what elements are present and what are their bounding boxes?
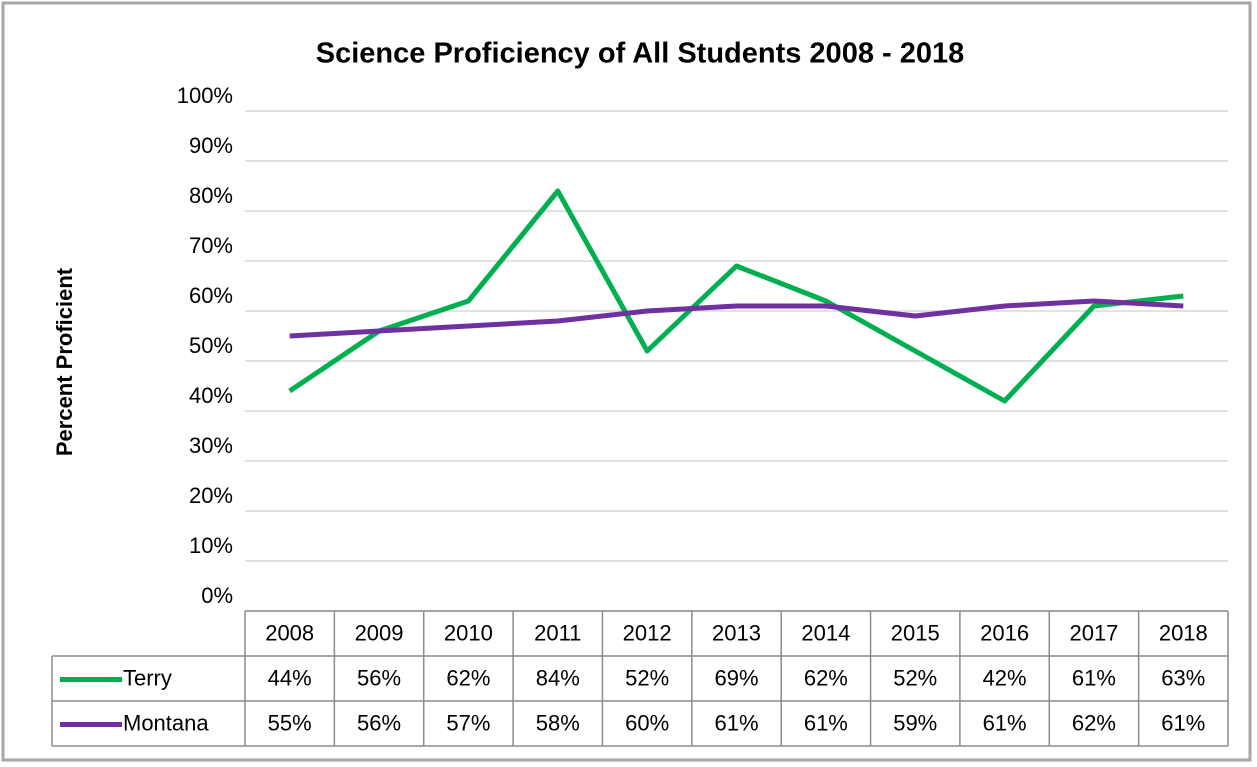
x-tick-label: 2018 <box>1159 620 1208 645</box>
y-tick-label: 60% <box>189 283 233 308</box>
legend-label: Terry <box>123 665 172 690</box>
y-tick-label: 10% <box>189 533 233 558</box>
x-tick-label: 2013 <box>712 620 761 645</box>
series-line <box>288 188 1184 404</box>
table-cell: 60% <box>625 710 669 735</box>
y-tick-label: 90% <box>189 133 233 158</box>
table-cell: 61% <box>804 710 848 735</box>
chart-title: Science Proficiency of All Students 2008… <box>316 38 964 70</box>
table-cell: 61% <box>714 710 758 735</box>
y-tick-label: 20% <box>189 483 233 508</box>
table-cell: 61% <box>1072 665 1116 690</box>
y-axis-label: Percent Proficient <box>52 267 77 456</box>
table-cell: 59% <box>893 710 937 735</box>
table-cell: 62% <box>446 665 490 690</box>
x-tick-label: 2010 <box>444 620 493 645</box>
series-line <box>289 298 1184 339</box>
table-cell: 62% <box>1072 710 1116 735</box>
x-tick-label: 2012 <box>623 620 672 645</box>
y-tick-label: 0% <box>201 583 233 608</box>
table-cell: 58% <box>536 710 580 735</box>
table-cell: 42% <box>983 665 1027 690</box>
table-cell: 62% <box>804 665 848 690</box>
y-tick-label: 30% <box>189 433 233 458</box>
table-cell: 56% <box>357 710 401 735</box>
table-cell: 61% <box>983 710 1027 735</box>
y-tick-label: 40% <box>189 383 233 408</box>
legend-label: Montana <box>123 710 209 735</box>
y-tick-label: 100% <box>177 83 233 108</box>
x-tick-label: 2008 <box>265 620 314 645</box>
table-cell: 52% <box>625 665 669 690</box>
y-tick-label: 50% <box>189 333 233 358</box>
table-cell: 56% <box>357 665 401 690</box>
table-cell: 84% <box>536 665 580 690</box>
x-tick-label: 2011 <box>534 620 581 645</box>
y-tick-label: 70% <box>189 233 233 258</box>
table-cell: 44% <box>268 665 312 690</box>
x-tick-label: 2017 <box>1069 620 1118 645</box>
table-cell: 55% <box>268 710 312 735</box>
x-tick-label: 2014 <box>801 620 850 645</box>
table-cell: 52% <box>893 665 937 690</box>
table-cell: 63% <box>1161 665 1205 690</box>
x-tick-label: 2015 <box>891 620 940 645</box>
y-tick-label: 80% <box>189 183 233 208</box>
table-cell: 61% <box>1161 710 1205 735</box>
x-tick-label: 2016 <box>980 620 1029 645</box>
table-cell: 69% <box>714 665 758 690</box>
x-tick-label: 2009 <box>355 620 404 645</box>
table-cell: 57% <box>446 710 490 735</box>
